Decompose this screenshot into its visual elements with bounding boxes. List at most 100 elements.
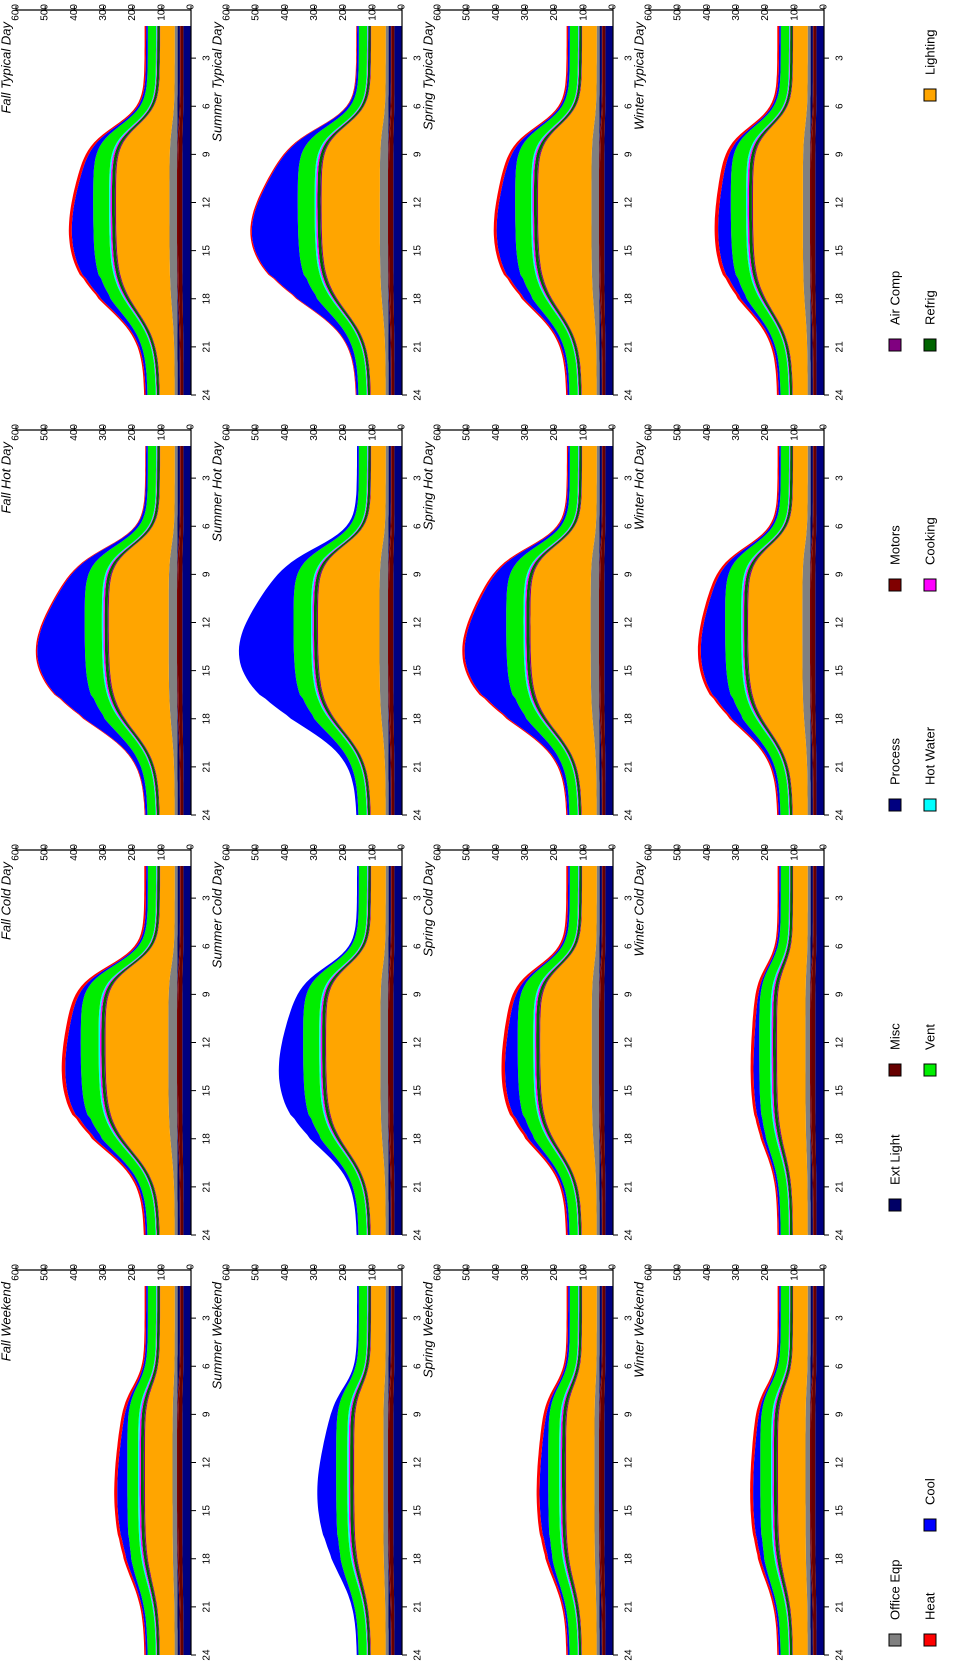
load-tick-label: 200 xyxy=(127,844,138,861)
legend-swatch xyxy=(923,1518,937,1532)
load-tick-label: 100 xyxy=(789,1264,800,1281)
legend-item-motors: Motors xyxy=(888,525,903,592)
area-refrig xyxy=(140,1286,160,1655)
area-cool xyxy=(317,1286,359,1655)
area-motors xyxy=(177,866,181,1235)
area-misc xyxy=(811,1286,817,1655)
area-misc xyxy=(600,446,606,815)
hour-tick-label: 18 xyxy=(202,293,213,305)
load-tick-label: 400 xyxy=(69,1264,80,1281)
area-lighting xyxy=(105,866,175,1235)
hour-tick-label: 3 xyxy=(835,55,846,61)
load-tick-label: 400 xyxy=(280,424,291,441)
area-motors xyxy=(599,866,603,1235)
hour-tick-label: 3 xyxy=(624,475,635,481)
hour-tick-label: 3 xyxy=(202,895,213,901)
hour-tick-label: 24 xyxy=(202,389,213,401)
area-lighting xyxy=(116,26,175,395)
hour-tick-label: 9 xyxy=(413,151,424,157)
hour-tick-label: 24 xyxy=(202,1649,213,1661)
hour-tick-label: 21 xyxy=(413,1601,424,1613)
load-tick-label: 400 xyxy=(491,424,502,441)
area-motors xyxy=(388,26,392,395)
area-lighting xyxy=(777,866,808,1235)
load-tick-label: 300 xyxy=(309,4,320,21)
area-vent xyxy=(127,1286,156,1655)
area-process xyxy=(815,1286,824,1655)
hour-tick-label: 15 xyxy=(624,1085,635,1097)
area-vent xyxy=(84,446,156,815)
load-tick-label: 600 xyxy=(644,844,655,861)
hour-tick-label: 24 xyxy=(202,1229,213,1241)
hour-tick-label: 12 xyxy=(835,617,846,629)
area-misc xyxy=(811,446,817,815)
hour-tick-label: 24 xyxy=(413,1649,424,1661)
load-tick-label: 0 xyxy=(397,844,408,850)
legend-item-vent: Vent xyxy=(923,1024,938,1077)
load-tick-label: 0 xyxy=(608,4,619,10)
hour-tick-label: 15 xyxy=(835,245,846,257)
load-tick-label: 600 xyxy=(222,1264,233,1281)
hour-tick-label: 3 xyxy=(202,55,213,61)
load-tick-label: 100 xyxy=(367,844,378,861)
area-lighting xyxy=(318,446,386,815)
load-tick-label: 100 xyxy=(578,424,589,441)
load-tick-label: 600 xyxy=(222,4,233,21)
load-tick-label: 400 xyxy=(702,424,713,441)
hour-tick-label: 18 xyxy=(835,1553,846,1565)
legend-label: Ext Light xyxy=(888,1134,903,1185)
load-tick-label: 300 xyxy=(98,1264,109,1281)
panel-title: Winter Typical Day xyxy=(632,21,647,130)
area-lighting xyxy=(354,1286,386,1655)
legend-swatch xyxy=(888,578,902,592)
area-lighting xyxy=(748,446,808,815)
area-heat xyxy=(114,1286,147,1655)
area-heat xyxy=(750,1286,780,1655)
load-tick-label: 200 xyxy=(760,424,771,441)
legend-item-air-comp: Air Comp xyxy=(888,271,903,352)
legend-item-process: Process xyxy=(888,738,903,812)
area-cool xyxy=(718,26,781,395)
area-refrig xyxy=(534,26,582,395)
legend-swatch xyxy=(923,578,937,592)
hour-tick-label: 21 xyxy=(202,1601,213,1613)
load-tick-label: 500 xyxy=(40,1264,51,1281)
load-tick-label: 400 xyxy=(491,4,502,21)
load-tick-label: 300 xyxy=(98,844,109,861)
hour-tick-label: 9 xyxy=(413,1411,424,1417)
hour-tick-label: 3 xyxy=(624,1315,635,1321)
load-tick-label: 400 xyxy=(69,424,80,441)
load-tick-label: 500 xyxy=(462,844,473,861)
load-tick-label: 600 xyxy=(433,1264,444,1281)
load-tick-label: 0 xyxy=(819,4,830,10)
area-cool xyxy=(464,446,570,815)
hour-tick-label: 9 xyxy=(202,571,213,577)
hour-tick-label: 24 xyxy=(835,1649,846,1661)
legend-label: Hot Water xyxy=(923,726,938,785)
hour-tick-label: 24 xyxy=(835,1229,846,1241)
hour-tick-label: 15 xyxy=(413,1085,424,1097)
hour-tick-label: 6 xyxy=(835,943,846,949)
area-ext-light xyxy=(388,1286,391,1655)
load-tick-label: 600 xyxy=(433,4,444,21)
load-tick-label: 200 xyxy=(338,4,349,21)
area-refrig xyxy=(773,866,793,1235)
hour-tick-label: 18 xyxy=(835,293,846,305)
load-tick-label: 200 xyxy=(127,1264,138,1281)
load-tick-label: 100 xyxy=(156,4,167,21)
area-vent xyxy=(725,446,789,815)
hour-tick-label: 12 xyxy=(624,1037,635,1049)
area-ext-light xyxy=(177,446,180,815)
load-tick-label: 500 xyxy=(251,4,262,21)
load-tick-label: 100 xyxy=(789,424,800,441)
load-tick-label: 500 xyxy=(462,424,473,441)
area-misc xyxy=(389,1286,395,1655)
area-refrig xyxy=(350,1286,371,1655)
hour-tick-label: 9 xyxy=(624,1411,635,1417)
hour-tick-label: 18 xyxy=(835,1133,846,1145)
